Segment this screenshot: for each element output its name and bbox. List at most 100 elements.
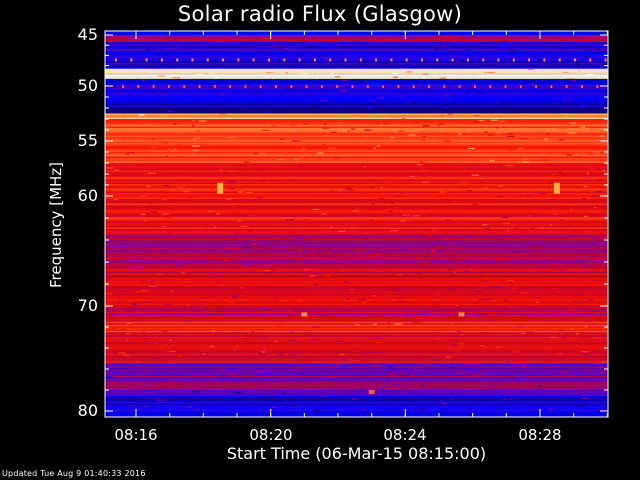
band-row xyxy=(105,104,608,106)
interference-tick xyxy=(145,58,148,62)
texture-mark xyxy=(281,300,286,302)
texture-mark xyxy=(367,251,372,253)
texture-mark xyxy=(456,35,463,37)
texture-mark xyxy=(137,258,142,260)
texture-mark xyxy=(581,351,589,353)
texture-mark xyxy=(433,167,440,169)
texture-mark xyxy=(448,123,452,125)
texture-mark xyxy=(138,379,145,381)
texture-mark xyxy=(449,243,454,245)
texture-mark xyxy=(585,61,593,63)
texture-mark xyxy=(558,330,562,332)
texture-mark xyxy=(467,147,475,149)
texture-mark xyxy=(544,40,549,42)
texture-mark xyxy=(380,386,386,389)
texture-mark xyxy=(558,171,562,173)
texture-mark xyxy=(585,36,591,38)
texture-mark xyxy=(532,280,536,282)
texture-mark xyxy=(196,74,203,76)
texture-mark xyxy=(411,103,418,105)
texture-mark xyxy=(316,372,319,374)
texture-mark xyxy=(207,106,215,108)
texture-mark xyxy=(561,152,569,155)
texture-mark xyxy=(403,369,409,371)
band-row xyxy=(105,375,608,378)
texture-mark xyxy=(167,110,174,112)
texture-mark xyxy=(459,332,463,334)
texture-mark xyxy=(419,130,425,132)
texture-mark xyxy=(511,315,514,317)
texture-mark xyxy=(349,119,356,121)
texture-mark xyxy=(127,152,135,154)
burst-mark xyxy=(553,182,560,194)
texture-mark xyxy=(328,147,337,149)
band-row xyxy=(105,169,608,171)
band-row xyxy=(105,101,608,103)
texture-mark xyxy=(385,183,394,185)
texture-mark xyxy=(519,138,524,140)
texture-mark xyxy=(497,285,502,287)
texture-mark xyxy=(372,323,377,325)
texture-mark xyxy=(374,137,380,139)
band-row xyxy=(105,362,608,364)
texture-mark xyxy=(487,134,494,136)
texture-mark xyxy=(341,40,346,42)
texture-mark xyxy=(342,257,348,259)
texture-mark xyxy=(123,259,130,261)
band-row xyxy=(105,368,608,370)
texture-mark xyxy=(389,268,397,270)
texture-mark xyxy=(150,211,158,213)
band-row xyxy=(105,83,608,85)
texture-mark xyxy=(531,246,534,248)
texture-mark xyxy=(144,213,151,215)
band-row xyxy=(105,356,608,358)
texture-mark xyxy=(411,35,418,37)
texture-mark xyxy=(521,161,529,163)
band-row xyxy=(105,288,608,291)
texture-mark xyxy=(375,282,383,284)
texture-mark xyxy=(143,85,146,87)
texture-mark xyxy=(578,70,581,72)
texture-mark xyxy=(123,243,129,245)
band-row xyxy=(105,170,608,173)
texture-mark xyxy=(473,374,481,376)
texture-mark xyxy=(421,161,426,163)
texture-mark xyxy=(541,159,548,161)
band-row xyxy=(105,232,608,234)
texture-mark xyxy=(418,50,422,52)
texture-mark xyxy=(162,63,168,65)
texture-mark xyxy=(481,80,486,82)
texture-mark xyxy=(140,213,146,215)
texture-mark xyxy=(377,197,384,200)
texture-mark xyxy=(154,342,159,345)
texture-mark xyxy=(473,121,481,123)
interference-tick xyxy=(581,84,583,88)
texture-mark xyxy=(253,92,261,94)
texture-mark xyxy=(277,158,285,161)
texture-mark xyxy=(207,210,214,212)
texture-mark xyxy=(573,399,579,401)
texture-mark xyxy=(330,131,337,133)
texture-mark xyxy=(585,292,591,294)
texture-mark xyxy=(169,217,173,219)
texture-mark xyxy=(163,216,170,218)
burst-mark xyxy=(458,312,465,317)
texture-mark xyxy=(312,318,319,320)
texture-mark xyxy=(162,185,169,187)
band-row xyxy=(105,36,608,39)
texture-mark xyxy=(262,44,270,46)
texture-mark xyxy=(241,302,245,304)
band-row xyxy=(105,226,608,228)
band-row xyxy=(105,339,608,342)
texture-mark xyxy=(296,300,303,303)
texture-mark xyxy=(171,169,178,171)
texture-mark xyxy=(484,298,492,300)
texture-mark xyxy=(431,340,436,342)
band-row xyxy=(105,67,608,70)
texture-mark xyxy=(364,129,372,131)
texture-mark xyxy=(177,403,184,405)
band-row xyxy=(105,282,608,285)
texture-mark xyxy=(160,362,164,365)
band-row xyxy=(105,270,608,273)
texture-mark xyxy=(594,48,602,51)
